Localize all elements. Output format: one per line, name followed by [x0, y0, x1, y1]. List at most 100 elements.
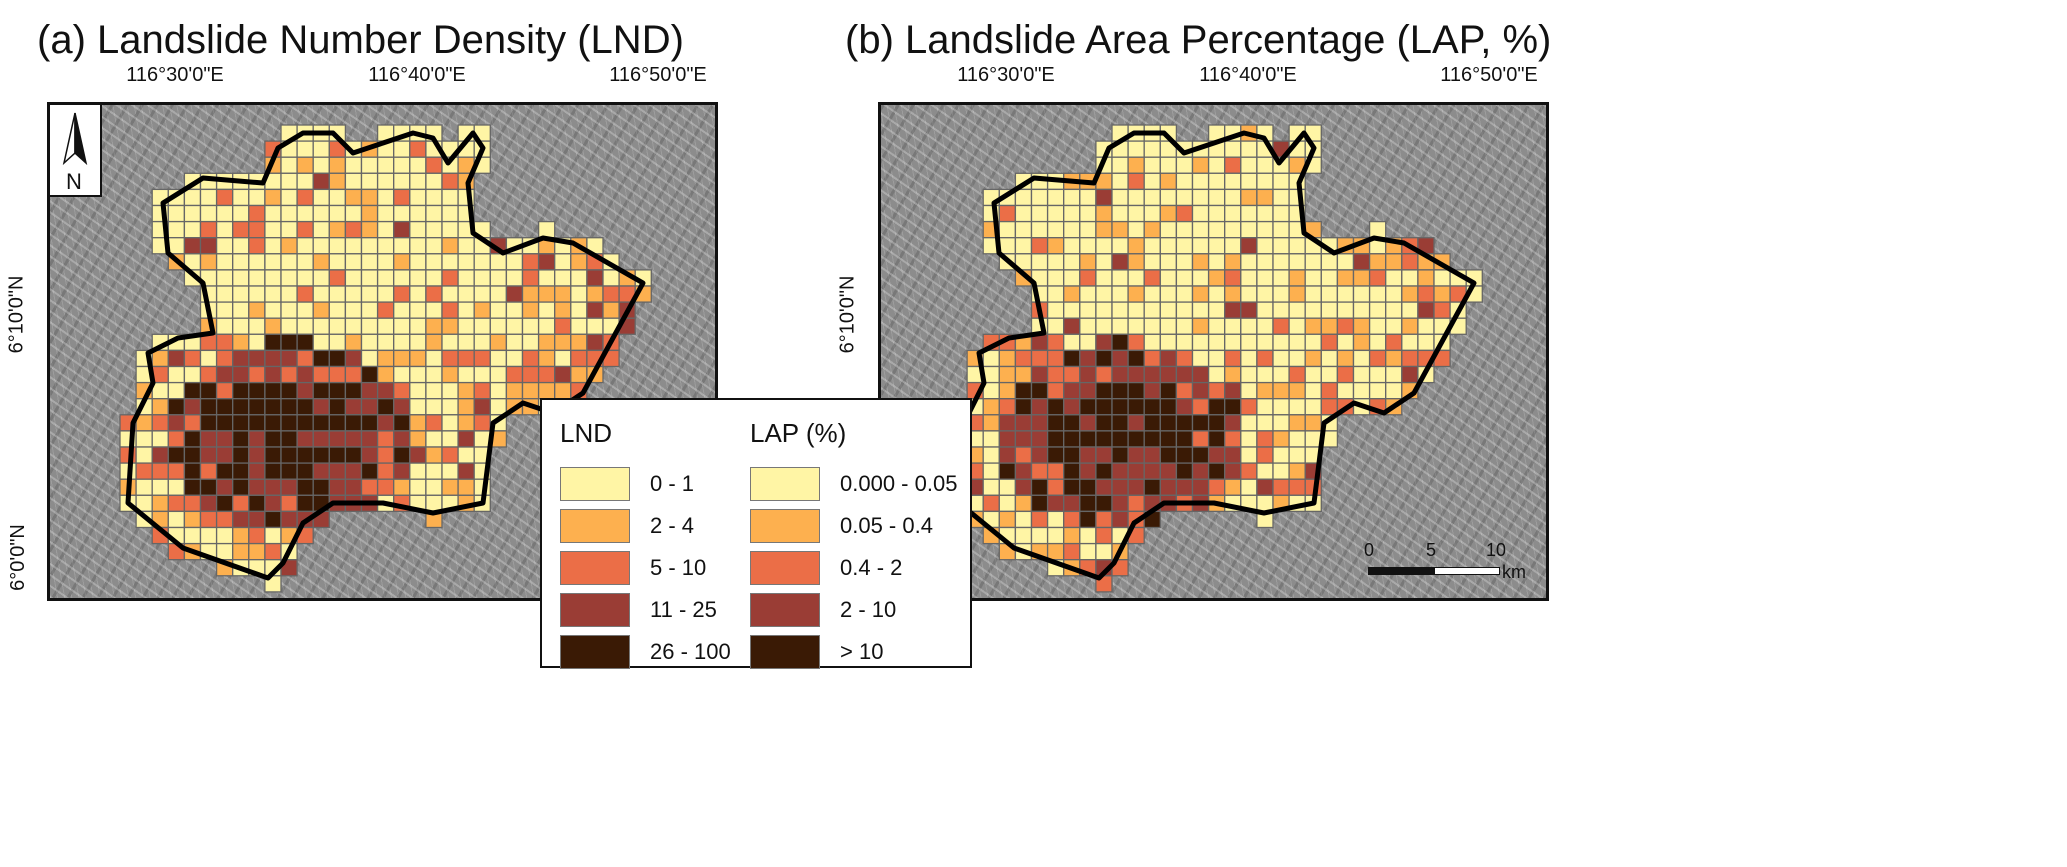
grid-cell [312, 333, 330, 352]
grid-cell [1143, 317, 1161, 335]
grid-cell [312, 365, 330, 384]
grid-cell [1127, 156, 1145, 174]
grid-cell [215, 526, 234, 545]
grid-cell [1095, 349, 1113, 368]
grid-cell [232, 430, 250, 448]
grid-cell [280, 237, 298, 255]
lon-tick: 116°30'0"E [957, 64, 1055, 86]
grid-cell [1207, 446, 1226, 464]
grid-cell [312, 253, 330, 271]
grid-cell [1079, 188, 1097, 207]
grid-cell [215, 188, 234, 207]
grid-cell [409, 237, 427, 255]
grid-cell [1014, 188, 1033, 207]
grid-cell [473, 414, 491, 432]
grid-cell [1256, 317, 1274, 335]
grid-cell [1385, 381, 1403, 400]
grid-cell [982, 462, 1000, 480]
grid-cell [393, 365, 411, 384]
grid-cell [215, 204, 234, 223]
grid-cell [1095, 301, 1113, 319]
grid-cell [167, 220, 186, 239]
grid-cell [1159, 381, 1178, 400]
grid-cell [1191, 414, 1210, 432]
grid-cell [1272, 365, 1290, 384]
grid-cell [1046, 430, 1065, 448]
grid-cell [1191, 398, 1210, 416]
grid-cell [1304, 381, 1322, 400]
grid-cell [1095, 414, 1113, 432]
grid-cell [376, 349, 395, 368]
grid-cell [1079, 269, 1097, 287]
grid-cell [1063, 269, 1081, 287]
grid-cell [1224, 414, 1242, 432]
grid-cell [393, 430, 411, 448]
grid-cell [1127, 204, 1145, 223]
grid-cell [1014, 462, 1033, 480]
grid-cell [296, 301, 314, 319]
grid-cell [1256, 398, 1274, 416]
grid-cell [183, 381, 202, 400]
grid-cell [393, 269, 411, 287]
grid-cell [1127, 365, 1145, 384]
grid-cell [441, 172, 459, 191]
grid-cell [505, 285, 524, 303]
grid-cell [328, 156, 347, 174]
grid-cell [232, 365, 250, 384]
grid-cell [312, 301, 330, 319]
grid-cell [537, 253, 556, 271]
grid-cell [1368, 301, 1387, 319]
grid-cell [1063, 542, 1081, 561]
grid-cell [328, 172, 347, 191]
grid-cell [1014, 349, 1033, 368]
grid-cell [312, 285, 330, 303]
grid-cell [280, 172, 298, 191]
grid-cell [296, 414, 314, 432]
grid-cell [393, 285, 411, 303]
grid-cell [1368, 381, 1387, 400]
grid-cell [1207, 430, 1226, 448]
grid-cell [1127, 478, 1145, 496]
grid-cell [982, 478, 1000, 496]
grid-cell [1224, 253, 1242, 271]
grid-cell [1272, 398, 1290, 416]
grid-cell [183, 220, 202, 239]
grid-cell [1240, 430, 1258, 448]
grid-cell [248, 333, 266, 352]
grid-cell [1030, 365, 1049, 384]
legend-item: 2 - 4 [560, 505, 731, 547]
grid-cell [1175, 430, 1194, 448]
grid-cell [1111, 414, 1129, 432]
grid-cell [1143, 285, 1161, 303]
grid-cell [183, 510, 202, 529]
grid-cell [232, 542, 250, 561]
scale-unit: km [1502, 562, 1526, 582]
grid-cell [1030, 510, 1049, 529]
grid-cell [248, 237, 266, 255]
grid-cell [232, 237, 250, 255]
grid-cell [215, 494, 234, 513]
grid-cell [248, 510, 266, 529]
grid-cell [248, 494, 266, 513]
grid-cell [1175, 317, 1194, 335]
grid-cell [393, 253, 411, 271]
grid-cell [1175, 398, 1194, 416]
grid-cell [1224, 285, 1242, 303]
grid-cell [264, 414, 282, 432]
grid-cell [1207, 220, 1226, 239]
grid-cell [554, 365, 572, 384]
grid-cell [1368, 333, 1387, 352]
grid-cell [296, 285, 314, 303]
grid-cell [360, 172, 379, 191]
grid-cell [328, 285, 347, 303]
lon-tick: 116°40'0"E [368, 64, 466, 86]
grid-cell [1207, 237, 1226, 255]
grid-cell [1224, 398, 1242, 416]
grid-cell [360, 317, 379, 335]
grid-cell [360, 462, 379, 480]
grid-cell [1063, 446, 1081, 464]
scale-segment [1434, 567, 1500, 575]
grid-cell [1224, 462, 1242, 480]
grid-cell [1224, 430, 1242, 448]
grid-cell [1143, 446, 1161, 464]
